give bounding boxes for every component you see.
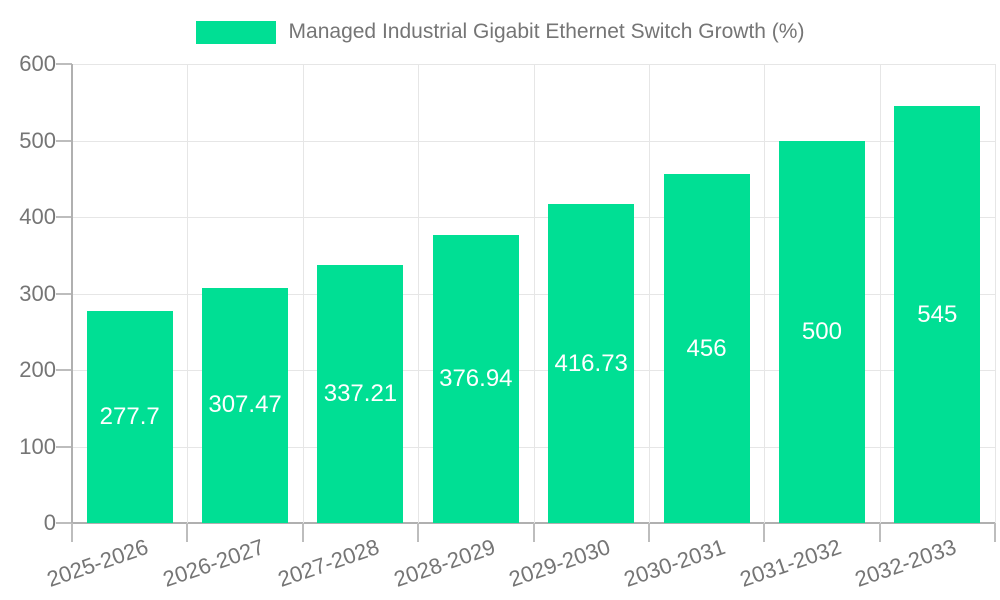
x-gridline	[995, 64, 996, 523]
bar-value-label: 416.73	[554, 349, 628, 377]
x-axis-label: 2032-2033	[851, 534, 960, 592]
bar: 545	[894, 106, 981, 523]
x-axis-label: 2029-2030	[505, 534, 614, 592]
x-axis-label: 2031-2032	[736, 534, 845, 592]
bar-value-label: 277.7	[99, 402, 160, 430]
bar-value-label: 307.47	[208, 391, 282, 419]
bar: 307.47	[202, 287, 289, 523]
x-tick	[71, 523, 73, 542]
bar: 277.7	[86, 310, 173, 523]
y-axis-label: 600	[19, 51, 56, 76]
bar-value-label: 545	[917, 300, 958, 328]
legend-swatch	[195, 20, 276, 44]
y-axis-label: 400	[19, 204, 56, 229]
x-tick	[301, 523, 304, 542]
y-tick	[56, 369, 72, 371]
bar-value-label: 456	[686, 334, 727, 362]
x-gridline	[418, 64, 420, 523]
bar: 456	[663, 174, 750, 523]
x-gridline	[187, 64, 189, 523]
y-axis-label: 200	[19, 357, 56, 382]
y-axis-label: 500	[19, 127, 56, 153]
y-tick	[56, 63, 72, 65]
x-tick	[878, 523, 881, 542]
y-tick	[56, 216, 72, 218]
bar-value-label: 376.94	[439, 364, 513, 392]
x-gridline	[764, 64, 766, 523]
x-tick	[186, 523, 189, 542]
bar: 500	[778, 140, 865, 523]
bar-value-label: 500	[801, 317, 842, 345]
legend: Managed Industrial Gigabit Ethernet Swit…	[0, 20, 1000, 44]
legend-label: Managed Industrial Gigabit Ethernet Swit…	[288, 20, 805, 43]
y-axis-line	[71, 64, 73, 523]
y-tick	[56, 292, 72, 295]
x-gridline	[533, 64, 535, 523]
y-axis-label: 300	[19, 280, 56, 306]
x-tick	[417, 523, 420, 542]
x-axis-label: 2025-2026	[44, 534, 152, 592]
y-tick	[56, 522, 72, 524]
x-tick	[532, 523, 535, 542]
x-axis-label: 2028-2029	[390, 534, 498, 592]
y-axis-label: 0	[43, 510, 56, 535]
x-gridline	[302, 64, 304, 523]
bar-value-label: 337.21	[323, 380, 398, 407]
x-axis-label: 2027-2028	[274, 534, 383, 592]
x-axis-label: 2030-2031	[621, 534, 729, 592]
bar: 416.73	[548, 204, 635, 523]
x-gridline	[879, 64, 881, 523]
bar: 337.21	[317, 265, 404, 523]
x-tick	[994, 523, 996, 542]
y-axis-label: 100	[19, 433, 56, 459]
x-tick	[647, 523, 650, 542]
y-tick	[56, 139, 72, 142]
x-gridline	[648, 64, 650, 523]
bar: 376.94	[432, 234, 519, 523]
x-tick	[763, 523, 766, 542]
y-tick	[56, 445, 72, 448]
x-axis-label: 2026-2027	[159, 534, 268, 592]
